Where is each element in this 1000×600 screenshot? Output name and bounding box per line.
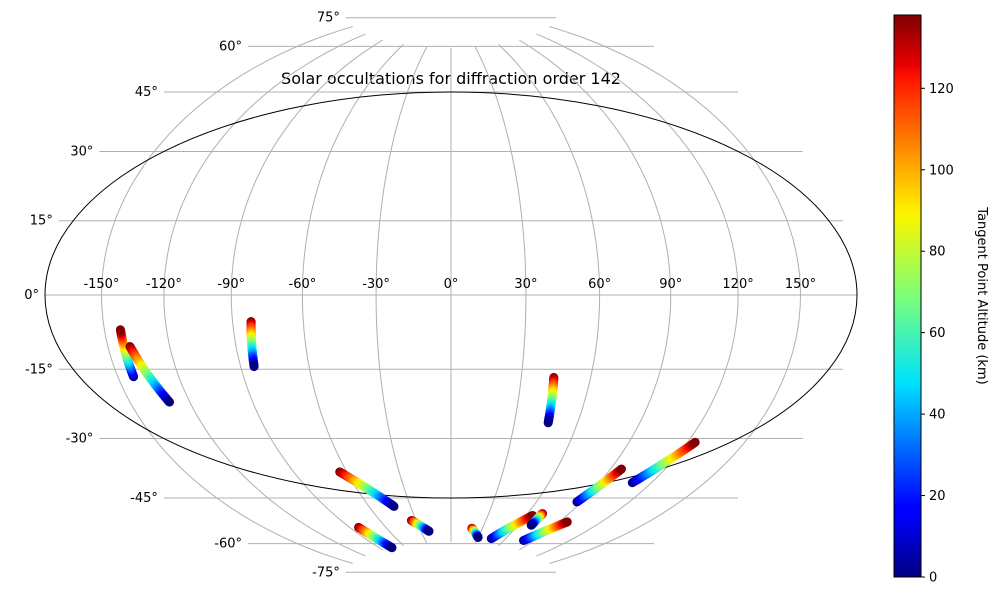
occultation-point xyxy=(165,397,174,407)
lon-tick-label: -90° xyxy=(217,277,245,292)
lon-gridline xyxy=(163,33,366,557)
lat-tick-label: 30° xyxy=(70,144,93,159)
colorbar-tick-label: 20 xyxy=(929,489,946,504)
colorbar-label: Tangent Point Altitude (km) xyxy=(974,206,989,384)
lat-tick-label: -75° xyxy=(312,565,340,580)
lon-tick-label: -30° xyxy=(362,277,390,292)
colorbar-tick-label: 80 xyxy=(929,245,946,260)
lon-tick-label: 30° xyxy=(514,277,537,292)
lon-gridline xyxy=(230,39,383,551)
map-outline xyxy=(44,91,858,499)
colorbar-gradient xyxy=(893,14,922,578)
colorbar-tick-label: 60 xyxy=(929,326,946,341)
occultation-point xyxy=(526,520,536,530)
lat-tick-label: -60° xyxy=(214,537,242,552)
occultation-point xyxy=(562,517,572,527)
occultation-point xyxy=(387,543,397,553)
occultation-points xyxy=(115,317,700,553)
occultation-point xyxy=(690,437,700,447)
lat-tick-label: -45° xyxy=(130,491,158,506)
lon-tick-label: -120° xyxy=(146,277,182,292)
lat-tick-label: 45° xyxy=(135,85,158,100)
lat-tick-label: 60° xyxy=(219,39,242,54)
occultation-point xyxy=(617,464,626,474)
lat-tick-label: -15° xyxy=(25,362,53,377)
tick-labels: -150° -120° -90° -60° -30° 0° 30° 60° 90° 120° 150… xyxy=(24,11,816,581)
occultation-point xyxy=(115,325,125,335)
lat-tick-label: -30° xyxy=(66,432,94,447)
occultation-point xyxy=(473,532,483,542)
lon-tick-label: -150° xyxy=(83,277,119,292)
map-grid xyxy=(45,17,857,573)
colorbar-tick-label: 120 xyxy=(929,82,954,97)
lat-tick-label: 0° xyxy=(24,288,39,303)
colorbar-tick-label: 100 xyxy=(929,163,954,178)
lon-tick-label: 120° xyxy=(722,277,753,292)
lon-gridline xyxy=(375,46,428,544)
lat-tick-label: 75° xyxy=(317,11,340,26)
lon-tick-label: -60° xyxy=(289,277,317,292)
lon-tick-label: 0° xyxy=(444,277,459,292)
colorbar: 0 20 40 60 80 100 120 Tangent Point Altitude (… xyxy=(893,14,989,586)
occultation-point xyxy=(389,501,399,511)
lon-tick-label: 90° xyxy=(659,277,682,292)
occultation-point xyxy=(249,362,259,372)
colorbar-tick-label: 40 xyxy=(929,408,946,423)
lon-tick-label: 150° xyxy=(785,277,816,292)
colorbar-tick-label: 0 xyxy=(929,571,937,586)
lon-tick-label: 60° xyxy=(588,277,611,292)
lat-tick-label: 15° xyxy=(30,214,53,229)
occultation-point xyxy=(424,526,434,536)
lon-gridline xyxy=(549,26,802,564)
lon-gridline xyxy=(536,33,739,557)
occultation-point xyxy=(543,418,553,428)
lon-gridline xyxy=(474,46,527,544)
lon-gridline xyxy=(100,26,353,564)
lon-gridline xyxy=(498,44,601,546)
